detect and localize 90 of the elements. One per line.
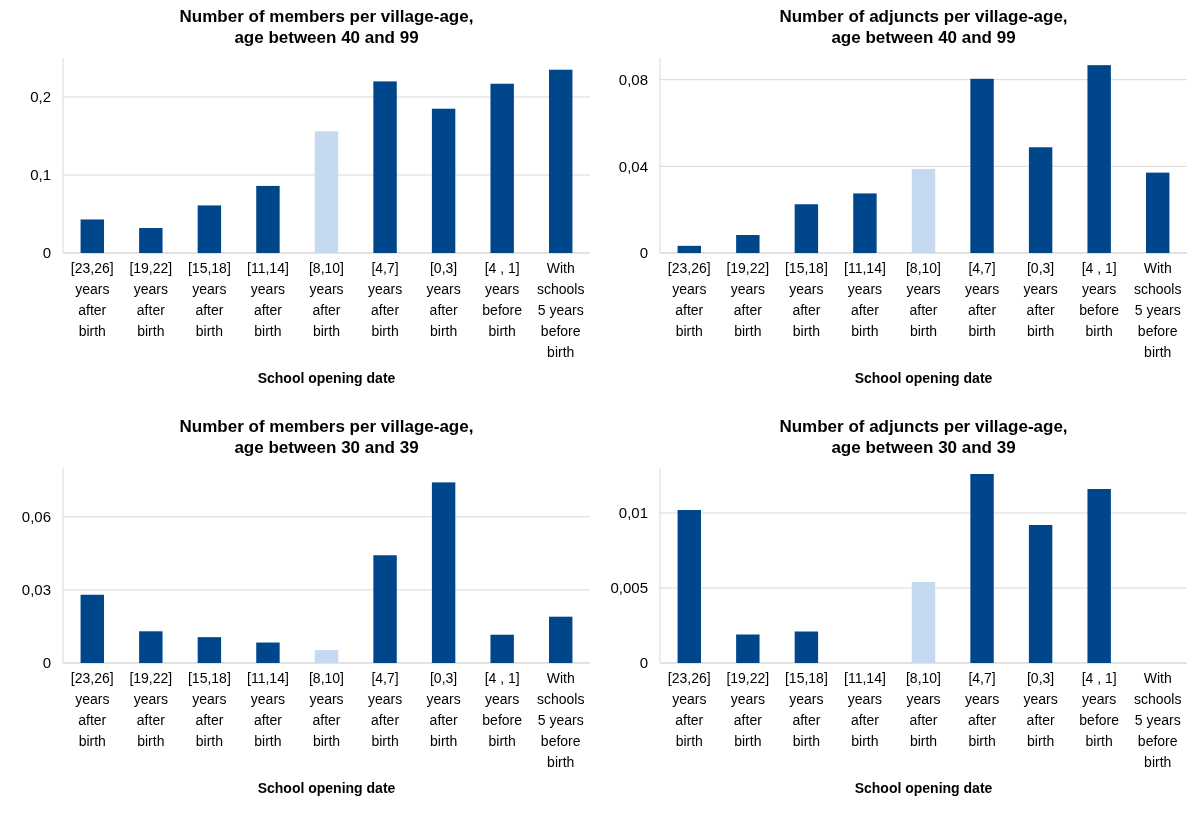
bar — [549, 616, 573, 663]
y-tick-label: 0,08 — [618, 70, 648, 88]
bar — [970, 474, 994, 663]
x-tick-label: [0,3] years after birth — [426, 670, 461, 749]
bar — [431, 108, 456, 253]
bar — [139, 631, 163, 663]
x-tick-label: [4,7] years after birth — [964, 260, 1000, 339]
x-tick-label: [11,14] years after birth — [247, 260, 289, 339]
bar — [970, 78, 994, 253]
x-tick-label: [11,14] years after birth — [844, 670, 886, 749]
chart-title: Number of members per village-age, age between 30 and 39 — [179, 417, 474, 457]
bar — [736, 235, 760, 253]
x-tick-label: [0,3] years after birth — [1023, 260, 1058, 339]
bar — [794, 204, 819, 253]
x-tick-label: [11,14] years after birth — [247, 670, 289, 749]
bar — [314, 131, 339, 253]
bar — [911, 168, 936, 253]
y-tick-label: 0,005 — [610, 579, 648, 597]
bar — [431, 482, 456, 663]
x-tick-label: [15,18] years after birth — [187, 670, 231, 749]
y-tick-label: 0,06 — [21, 508, 51, 525]
x-tick-label: [15,18] years after birth — [187, 260, 231, 339]
x-tick-label: [23,26] years after birth — [70, 670, 114, 749]
bar — [853, 193, 877, 253]
y-tick-label: 0,01 — [618, 504, 648, 522]
x-tick-label: With schools 5 years before birth — [536, 260, 585, 360]
bar — [314, 650, 339, 663]
x-axis-title: School opening date — [854, 370, 993, 386]
bar — [490, 83, 514, 253]
bar — [80, 219, 104, 253]
x-tick-label: [4 , 1] years before birth — [482, 260, 523, 339]
bar — [549, 69, 573, 253]
y-tick-label: 0 — [639, 654, 648, 672]
bar — [139, 228, 163, 253]
x-tick-label: [4,7] years after birth — [367, 260, 403, 339]
bar — [1146, 172, 1170, 253]
x-tick-label: [23,26] years after birth — [70, 260, 114, 339]
bar — [373, 81, 397, 253]
y-tick-label: 0,1 — [30, 166, 51, 184]
x-tick-label: [19,22] years after birth — [129, 670, 173, 749]
bar — [736, 634, 760, 663]
x-tick-label: [11,14] years after birth — [844, 260, 886, 339]
y-tick-label: 0 — [42, 244, 51, 262]
x-tick-label: [19,22] years after birth — [129, 260, 173, 339]
x-tick-label: [23,26] years after birth — [667, 670, 711, 749]
x-tick-label: [23,26] years after birth — [667, 260, 711, 339]
bar — [1028, 147, 1053, 253]
bar — [490, 634, 514, 663]
x-axis-title: School opening date — [257, 370, 396, 386]
x-tick-label: [15,18] years after birth — [784, 670, 828, 749]
bar — [373, 555, 397, 663]
bar — [256, 642, 280, 663]
x-tick-label: [8,10] years after birth — [308, 260, 345, 339]
x-tick-label: [15,18] years after birth — [784, 260, 828, 339]
x-tick-label: [4 , 1] years before birth — [1079, 670, 1120, 749]
y-tick-label: 0,04 — [618, 157, 648, 175]
chart-title: Number of members per village-age, age between 40 and 99 — [179, 7, 474, 47]
bar — [1087, 65, 1111, 253]
x-tick-label: [4,7] years after birth — [367, 670, 403, 749]
x-tick-label: [4 , 1] years before birth — [1079, 260, 1120, 339]
chart-title: Number of adjuncts per village-age, age between 40 and 99 — [779, 7, 1068, 47]
y-tick-label: 0 — [639, 244, 648, 262]
x-tick-label: [4 , 1] years before birth — [482, 670, 523, 749]
chart-title: Number of adjuncts per village-age, age between 30 and 39 — [779, 417, 1068, 457]
x-axis-title: School opening date — [854, 780, 993, 796]
x-tick-label: With schools 5 years before birth — [536, 670, 585, 770]
x-axis-title: School opening date — [257, 780, 396, 796]
x-tick-label: [8,10] years after birth — [905, 670, 942, 749]
y-tick-label: 0,2 — [30, 88, 51, 106]
bar — [197, 205, 222, 253]
y-tick-label: 0 — [42, 654, 51, 672]
bar — [677, 245, 701, 253]
x-tick-label: With schools 5 years before birth — [1133, 670, 1182, 770]
x-tick-label: [19,22] years after birth — [726, 260, 770, 339]
x-tick-label: With schools 5 years before birth — [1133, 260, 1182, 360]
bar — [80, 594, 104, 663]
bar — [197, 637, 222, 663]
bar — [256, 185, 280, 253]
x-tick-label: [8,10] years after birth — [905, 260, 942, 339]
x-tick-label: [0,3] years after birth — [1023, 670, 1058, 749]
x-tick-label: [0,3] years after birth — [426, 260, 461, 339]
x-tick-label: [4,7] years after birth — [964, 670, 1000, 749]
bar — [794, 631, 819, 663]
bar — [911, 582, 936, 663]
y-tick-label: 0,03 — [21, 581, 51, 599]
x-tick-label: [19,22] years after birth — [726, 670, 770, 749]
x-tick-label: [8,10] years after birth — [308, 670, 345, 749]
bar — [1087, 489, 1111, 663]
bar — [1028, 525, 1053, 663]
bar — [677, 510, 701, 663]
